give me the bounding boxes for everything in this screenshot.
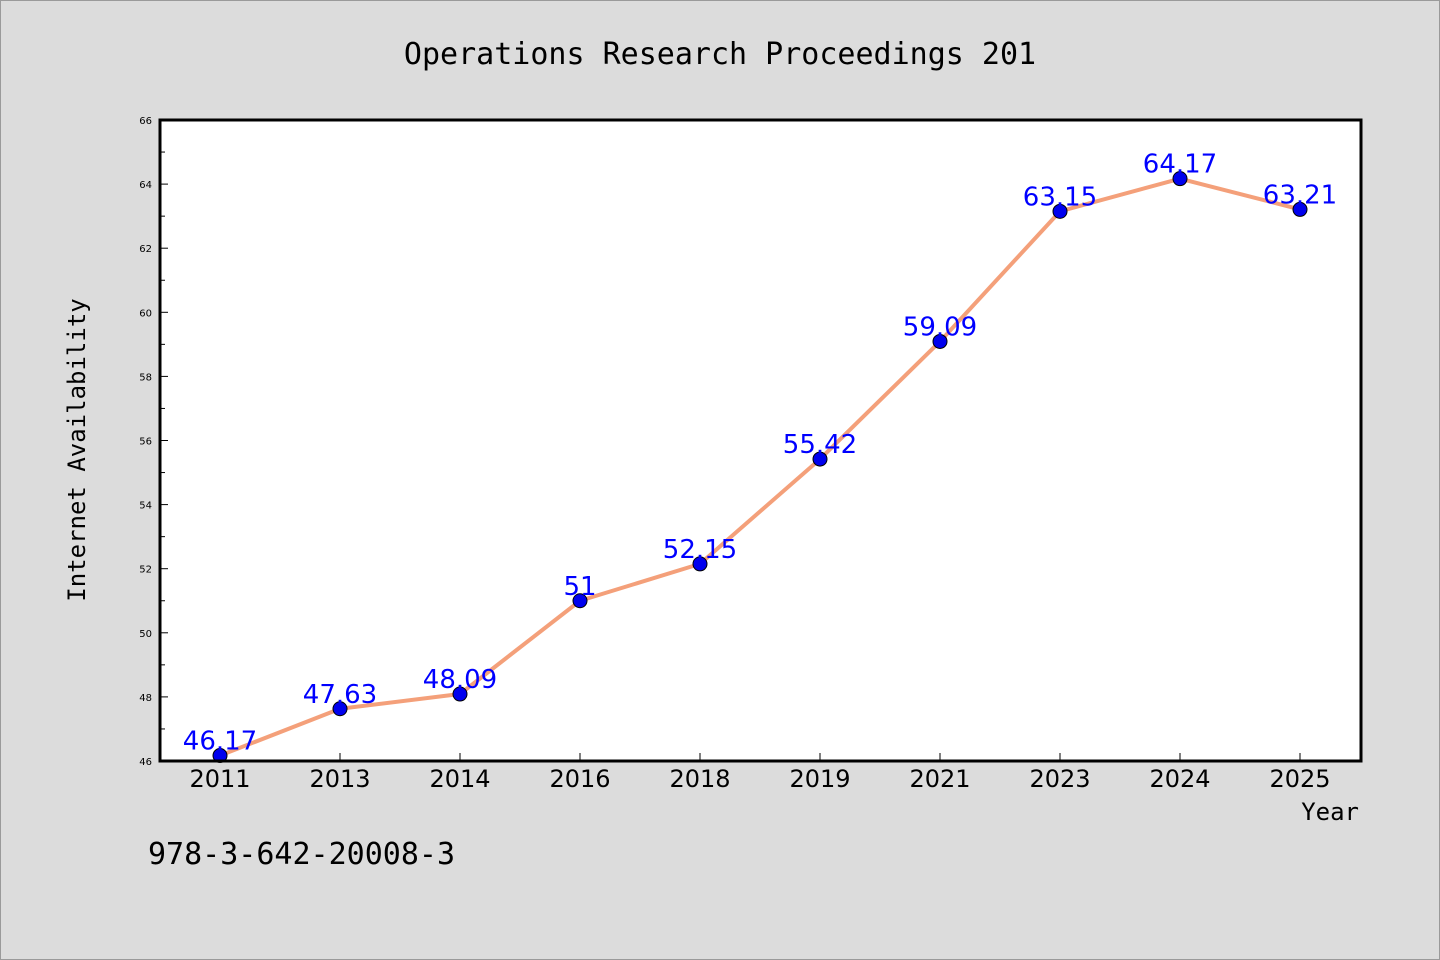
x-tick-label: 2023 (1029, 765, 1090, 793)
series-line (219, 176, 1301, 758)
y-tick-label: 64 (139, 180, 152, 191)
data-labels: 46.17 47.63 48.09 51 52.15 55.42 59.09 63.15 64.… (183, 150, 1337, 757)
y-tick-label: 60 (139, 308, 152, 319)
data-point (1292, 201, 1308, 217)
data-point (932, 333, 948, 349)
data-label: 47.63 (303, 680, 377, 710)
x-tick-label: 2018 (669, 765, 730, 793)
plot-border (158, 118, 1363, 763)
data-point (1172, 171, 1188, 187)
y-tick-label: 52 (139, 565, 152, 576)
data-point (812, 451, 828, 467)
x-axis: 2011 2013 2014 2016 2018 2019 2021 2023 2024 2025 (189, 753, 1331, 793)
y-tick-label: 58 (139, 372, 152, 383)
y-tick-label: 56 (139, 437, 152, 448)
x-axis-label: Year (1301, 798, 1359, 826)
isbn-footer: 978-3-642-20008-3 (148, 837, 455, 872)
data-point (1052, 203, 1068, 219)
y-tick-label: 66 (139, 116, 152, 127)
data-markers (212, 171, 1308, 764)
y-tick-label: 46 (139, 757, 152, 768)
x-tick-label: 2016 (549, 765, 610, 793)
data-point (572, 593, 588, 609)
y-axis-label: Internet Availability (63, 298, 91, 601)
data-label: 63.21 (1263, 180, 1337, 210)
data-label: 55.42 (783, 430, 857, 460)
data-label: 64.17 (1143, 150, 1217, 180)
data-point (452, 686, 468, 702)
data-point (692, 556, 708, 572)
data-point (212, 748, 228, 764)
x-tick-label: 2019 (789, 765, 850, 793)
x-tick-label: 2014 (429, 765, 490, 793)
y-tick-label: 48 (139, 693, 152, 704)
y-tick-label: 62 (139, 244, 152, 255)
data-label: 52.15 (663, 535, 737, 565)
x-tick-label: 2024 (1149, 765, 1210, 793)
data-label: 48.09 (423, 665, 497, 695)
x-tick-label: 2013 (309, 765, 370, 793)
plot-area (160, 120, 1361, 761)
data-label: 51 (563, 572, 596, 602)
x-tick-label: 2025 (1269, 765, 1330, 793)
data-point (332, 701, 348, 717)
x-tick-label: 2011 (189, 765, 250, 793)
x-tick-label: 2021 (909, 765, 970, 793)
chart-title: Operations Research Proceedings 201 (404, 37, 1036, 72)
data-label: 63.15 (1023, 182, 1097, 212)
y-tick-label: 50 (139, 629, 152, 640)
y-tick-label: 54 (139, 501, 152, 512)
data-label: 59.09 (903, 312, 977, 342)
data-label: 46.17 (183, 727, 257, 757)
y-axis: 46 48 50 52 54 56 58 60 62 64 66 (139, 116, 168, 768)
